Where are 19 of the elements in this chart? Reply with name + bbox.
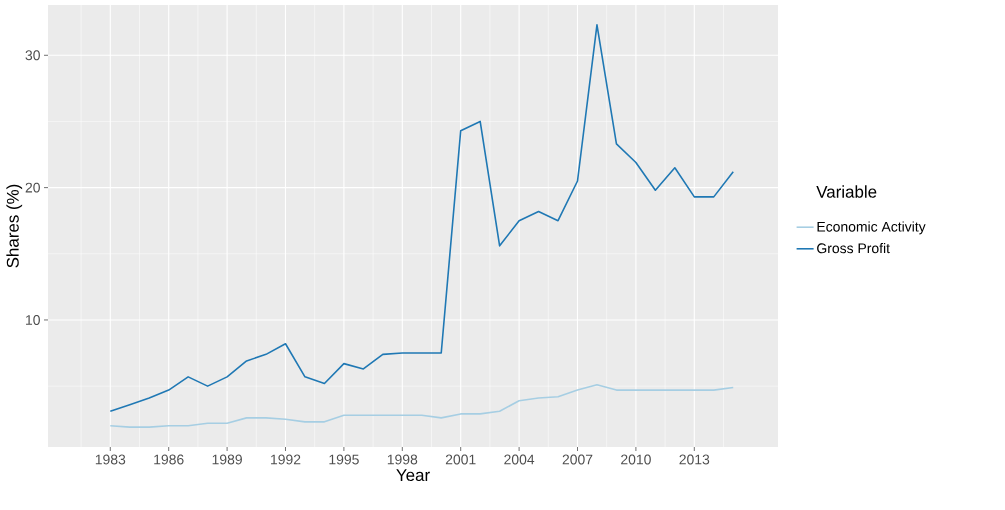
legend-title: Variable	[816, 185, 877, 198]
x-tick-label: 2010	[621, 454, 651, 465]
x-tick-label: 2013	[679, 454, 710, 465]
y-tick-label: 10	[26, 315, 40, 325]
x-tick-label: 2007	[562, 454, 593, 465]
x-tick-label: 2004	[504, 454, 535, 465]
x-tick-label: 1995	[329, 454, 359, 465]
x-tick-label: 1983	[95, 454, 126, 465]
x-tick-label: 1986	[154, 454, 184, 465]
x-axis-title: Year	[396, 469, 430, 482]
x-tick-label: 1998	[387, 454, 418, 465]
x-tick-label: 1992	[271, 454, 301, 465]
y-tick-label: 20	[25, 182, 40, 193]
y-axis-title: Shares (%)	[6, 184, 23, 268]
x-tick-label: 1989	[212, 454, 242, 465]
y-tick-label: 30	[25, 50, 40, 61]
x-tick-label: 2001	[445, 454, 476, 465]
legend-label: Economic Activity	[817, 221, 926, 235]
legend-label: Gross Profit	[817, 242, 890, 254]
